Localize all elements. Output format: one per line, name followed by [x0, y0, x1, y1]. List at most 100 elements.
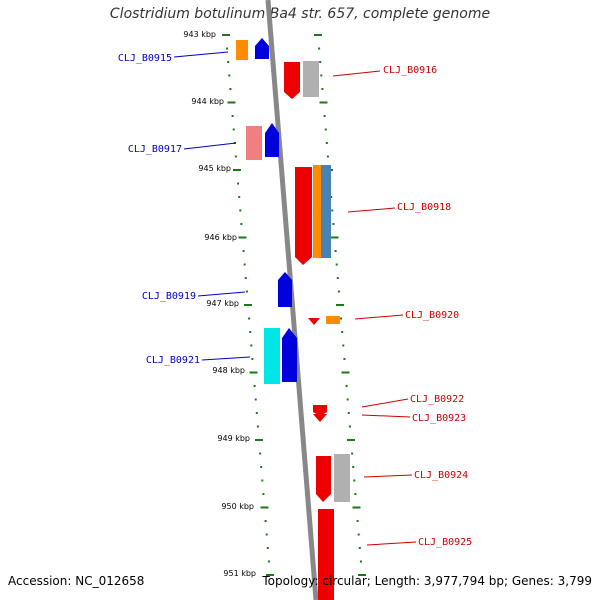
gene-feature-red[interactable]	[318, 509, 334, 600]
gene-feature-red[interactable]	[308, 318, 320, 325]
gene-label[interactable]: CLJ_B0924	[414, 470, 468, 481]
major-tick	[358, 574, 366, 576]
minor-tick	[240, 223, 243, 225]
minor-tick	[254, 398, 257, 401]
gene-feature-cyan[interactable]	[264, 328, 280, 384]
gene-label[interactable]: CLJ_B0922	[410, 394, 464, 405]
minor-tick	[337, 290, 340, 293]
minor-tick	[330, 196, 333, 198]
kbp-label-943: 943 kbp	[183, 30, 216, 39]
minor-tick	[264, 520, 267, 522]
minor-tick	[243, 263, 246, 266]
minor-tick	[320, 74, 323, 77]
gene-feature-blue[interactable]	[255, 38, 269, 59]
gene-feature-red[interactable]	[284, 62, 300, 99]
major-tick	[233, 169, 241, 171]
kbp-labels: 943 kbp 944 kbp 945 kbp 946 kbp 947 kbp …	[183, 30, 256, 578]
minor-tick	[356, 520, 359, 522]
minor-tick	[255, 412, 258, 414]
minor-tick	[244, 277, 247, 279]
minor-tick	[340, 317, 343, 320]
minor-tick	[239, 209, 242, 212]
major-tick	[249, 371, 258, 374]
minor-tick	[265, 533, 268, 536]
minor-tick	[267, 560, 270, 563]
gene-label[interactable]: CLJ_B0921	[146, 355, 200, 366]
gene-feature-red[interactable]	[313, 414, 327, 422]
major-tick	[244, 304, 252, 306]
label-leader-lines	[173, 51, 417, 546]
gene-feature-blue[interactable]	[282, 328, 297, 382]
gene-label[interactable]: CLJ_B0916	[383, 65, 437, 76]
minor-tick	[346, 398, 349, 401]
major-tick	[352, 506, 361, 509]
minor-tick	[359, 560, 362, 563]
gene-feature-blue[interactable]	[278, 272, 292, 307]
accession-text: Accession: NC_012658	[8, 574, 145, 588]
minor-tick	[226, 47, 229, 50]
kbp-label-948: 948 kbp	[212, 366, 245, 375]
minor-tick	[231, 115, 234, 117]
minor-tick	[326, 155, 329, 158]
gene-feature-orange[interactable]	[326, 316, 340, 324]
major-tick	[227, 101, 236, 104]
major-tick	[255, 439, 263, 441]
minor-tick	[324, 128, 327, 131]
kbp-label-947: 947 kbp	[206, 299, 239, 308]
gene-feature-steelblue[interactable]	[321, 165, 331, 258]
minor-tick	[334, 250, 337, 252]
minor-tick	[347, 412, 350, 414]
scale-ticks	[222, 34, 366, 576]
minor-tick	[331, 209, 334, 212]
minor-tick	[229, 88, 232, 90]
gene-label[interactable]: CLJ_B0923	[412, 413, 466, 424]
gene-label[interactable]: CLJ_B0920	[405, 310, 459, 321]
gene-labels: CLJ_B0915 CLJ_B0916 CLJ_B0917 CLJ_B0918 …	[118, 53, 472, 548]
gene-feature-red[interactable]	[295, 167, 312, 265]
minor-tick	[341, 331, 344, 333]
minor-tick	[343, 358, 346, 360]
gene-label[interactable]: CLJ_B0919	[142, 291, 196, 302]
minor-tick	[325, 142, 328, 144]
genome-summary-text: Topology: circular; Length: 3,977,794 bp…	[262, 574, 592, 588]
kbp-label-950: 950 kbp	[221, 502, 254, 511]
major-tick	[222, 34, 230, 36]
minor-tick	[249, 331, 252, 333]
minor-tick	[318, 47, 321, 50]
minor-tick	[238, 196, 241, 198]
minor-tick	[357, 533, 360, 536]
minor-tick	[234, 155, 237, 158]
kbp-label-945: 945 kbp	[198, 164, 231, 173]
minor-tick	[227, 61, 230, 63]
gene-feature-gray[interactable]	[334, 454, 350, 502]
minor-tick	[261, 479, 264, 482]
minor-tick	[335, 263, 338, 266]
kbp-label-949: 949 kbp	[217, 434, 250, 443]
major-tick	[330, 236, 339, 239]
gene-feature-gray[interactable]	[303, 61, 319, 97]
gene-feature-red[interactable]	[316, 456, 331, 502]
gene-features	[236, 38, 350, 600]
gene-label[interactable]: CLJ_B0918	[397, 202, 451, 213]
gene-feature-blue[interactable]	[265, 123, 279, 157]
minor-tick	[260, 466, 263, 468]
minor-tick	[352, 466, 355, 468]
minor-tick	[248, 317, 251, 320]
minor-tick	[245, 290, 248, 293]
minor-tick	[250, 344, 253, 347]
gene-feature-pink[interactable]	[246, 126, 262, 160]
minor-tick	[256, 425, 259, 428]
gene-feature-orange[interactable]	[236, 40, 248, 60]
gene-label[interactable]: CLJ_B0917	[128, 144, 182, 155]
major-tick	[314, 34, 322, 36]
gene-feature-red[interactable]	[313, 405, 327, 416]
minor-tick	[266, 547, 269, 549]
minor-tick	[259, 452, 262, 455]
gene-label[interactable]: CLJ_B0925	[418, 537, 472, 548]
gene-feature-orange[interactable]	[313, 165, 321, 258]
major-tick	[238, 236, 247, 239]
gene-label[interactable]: CLJ_B0915	[118, 53, 172, 64]
kbp-label-944: 944 kbp	[191, 97, 224, 106]
